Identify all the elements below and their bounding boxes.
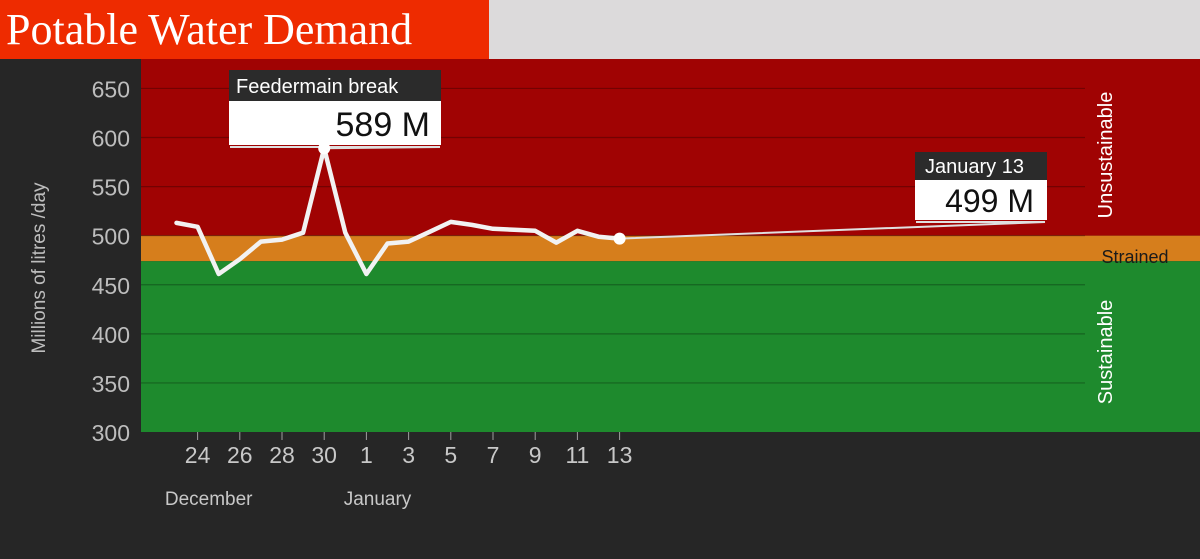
zone-label-unsustainable: Unsustainable bbox=[1095, 92, 1117, 219]
month-label: December bbox=[165, 489, 253, 510]
annotation-label: January 13 bbox=[925, 156, 1024, 178]
x-tick-label: 7 bbox=[487, 442, 500, 468]
x-tick-label: 9 bbox=[529, 442, 542, 468]
y-tick-label: 650 bbox=[92, 76, 130, 102]
annotation-value-box bbox=[915, 180, 1047, 220]
annotation-leader bbox=[619, 221, 1046, 240]
month-label: January bbox=[344, 489, 412, 510]
chart-title: Potable Water Demand bbox=[6, 5, 413, 54]
annotation-leader bbox=[230, 146, 441, 150]
x-tick-label: 5 bbox=[444, 442, 457, 468]
annotation-value: 499 M bbox=[945, 183, 1034, 219]
x-tick-label: 30 bbox=[311, 442, 337, 468]
y-tick-label: 400 bbox=[92, 322, 130, 348]
annotation-value: 589 M bbox=[336, 106, 431, 144]
y-axis-label: Millions of litres /day bbox=[29, 182, 50, 354]
annotation-label: Feedermain break bbox=[236, 76, 399, 98]
peak-marker bbox=[318, 142, 331, 155]
series-line bbox=[174, 146, 622, 277]
x-tick-label: 26 bbox=[227, 442, 253, 468]
y-tick-label: 600 bbox=[92, 126, 130, 152]
annotation-label-box bbox=[229, 70, 441, 101]
y-tick-label: 500 bbox=[92, 224, 130, 250]
zone-sustainable bbox=[141, 261, 1200, 432]
x-tick-label: 1 bbox=[360, 442, 373, 468]
annotation-value-box bbox=[229, 101, 441, 145]
zone-label-sustainable: Sustainable bbox=[1095, 300, 1117, 405]
x-tick-label: 13 bbox=[607, 442, 633, 468]
y-tick-label: 550 bbox=[92, 175, 130, 201]
x-tick-label: 24 bbox=[185, 442, 211, 468]
x-tick-label: 3 bbox=[402, 442, 415, 468]
zone-label-strained: Strained bbox=[1101, 247, 1168, 267]
title-bar: Potable Water Demand bbox=[0, 0, 1200, 59]
zone-strained bbox=[141, 235, 1200, 262]
end-marker bbox=[613, 232, 626, 245]
title-box: Potable Water Demand bbox=[0, 0, 489, 59]
x-tick-label: 11 bbox=[565, 442, 589, 468]
y-tick-label: 300 bbox=[92, 420, 130, 446]
y-tick-label: 450 bbox=[92, 273, 130, 299]
y-tick-label: 350 bbox=[92, 371, 130, 397]
x-tick-label: 28 bbox=[269, 442, 295, 468]
annotation-label-box bbox=[915, 152, 1047, 180]
